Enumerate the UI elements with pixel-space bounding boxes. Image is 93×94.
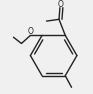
Text: O: O [28, 27, 33, 36]
Text: O: O [57, 0, 63, 9]
